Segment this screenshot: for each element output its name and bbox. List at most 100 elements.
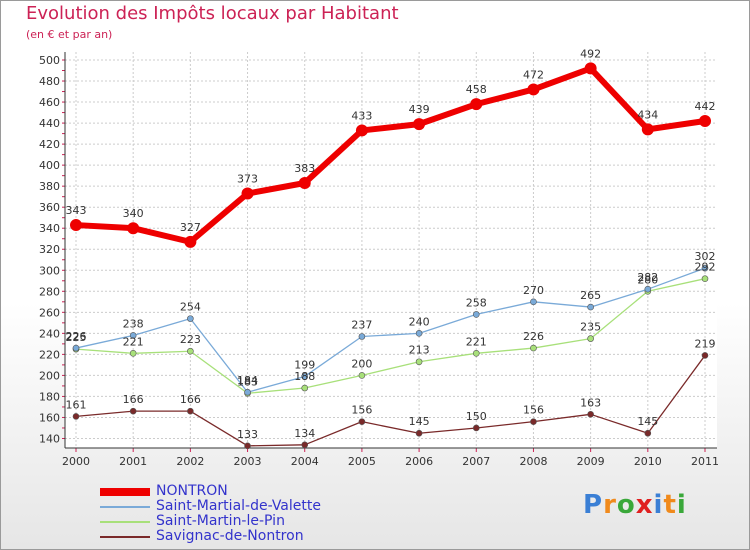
data-label-2: 183: [237, 375, 258, 388]
data-point-0: [699, 114, 711, 127]
y-tick-label: 480: [39, 75, 60, 88]
series-line-2: [75, 278, 706, 394]
data-label-1: 254: [180, 301, 201, 314]
x-tick-label: 2009: [577, 455, 605, 468]
data-label-1: 199: [294, 358, 315, 371]
data-label-0: 327: [180, 221, 201, 234]
y-tick-label: 400: [39, 159, 60, 172]
data-point-2: [701, 275, 709, 282]
logo-letter: x: [635, 490, 654, 520]
data-label-1: 226: [66, 330, 87, 343]
data-label-0: 472: [523, 68, 544, 81]
data-label-0: 433: [351, 109, 372, 122]
series-lines: [70, 62, 711, 450]
data-label-3: 133: [237, 428, 258, 441]
data-point-0: [527, 83, 540, 96]
y-tick-label: 180: [39, 390, 60, 403]
y-tick-label: 160: [39, 411, 60, 424]
y-tick-label: 380: [39, 180, 60, 193]
data-point-2: [472, 350, 480, 357]
data-label-1: 238: [123, 317, 144, 330]
data-point-0: [470, 98, 483, 111]
y-tick-label: 340: [39, 222, 60, 235]
x-tick-label: 2006: [405, 455, 433, 468]
chart-title: Evolution des Impôts locaux par Habitant: [26, 3, 399, 24]
data-point-3: [72, 413, 80, 420]
y-tick-label: 460: [39, 96, 60, 109]
y-tick-label: 300: [39, 264, 60, 277]
data-point-2: [358, 372, 366, 379]
data-point-0: [241, 187, 254, 200]
legend-label: NONTRON: [156, 483, 228, 499]
x-tick-label: 2011: [691, 455, 719, 468]
y-tick-label: 440: [39, 117, 60, 130]
data-point-1: [415, 330, 423, 337]
logo-letter: i: [653, 490, 664, 520]
legend-label: Savignac-de-Nontron: [156, 528, 304, 544]
data-label-3: 219: [695, 337, 716, 350]
data-point-0: [184, 235, 197, 248]
x-tick-label: 2008: [519, 455, 547, 468]
data-label-0: 340: [123, 207, 144, 220]
legend-swatch: [100, 520, 150, 523]
y-tick-label: 320: [39, 243, 60, 256]
data-point-3: [415, 429, 423, 437]
data-point-2: [587, 335, 594, 342]
legend-item: NONTRON: [100, 484, 321, 499]
legend-label: Saint-Martin-le-Pin: [156, 513, 285, 529]
data-label-2: 200: [351, 357, 372, 370]
data-point-1: [72, 344, 80, 352]
x-tick-label: 2010: [634, 455, 662, 468]
data-point-2: [187, 347, 194, 355]
data-point-1: [187, 315, 194, 322]
legend-item: Savignac-de-Nontron: [100, 529, 321, 544]
data-label-3: 145: [637, 415, 658, 428]
y-tick-label: 260: [39, 306, 60, 319]
data-label-3: 145: [409, 415, 430, 428]
data-label-1: 184: [237, 374, 258, 387]
data-label-2: 225: [66, 331, 87, 344]
legend-swatch: [100, 535, 150, 538]
y-tick-label: 220: [39, 348, 60, 361]
logo-letter: t: [663, 490, 677, 520]
series-line-3: [75, 355, 706, 447]
logo-letter: r: [603, 490, 617, 520]
data-label-3: 156: [351, 404, 372, 417]
data-label-0: 343: [66, 204, 87, 217]
data-label-0: 373: [237, 173, 258, 186]
data-point-0: [641, 123, 654, 136]
data-label-3: 163: [580, 396, 601, 409]
data-label-3: 166: [123, 393, 144, 406]
data-label-0: 434: [637, 108, 658, 121]
data-point-3: [587, 411, 594, 418]
data-point-3: [530, 418, 537, 425]
plot-area: [65, 52, 717, 448]
legend-item: Saint-Martial-de-Valette: [100, 499, 321, 514]
grid: [65, 52, 717, 448]
x-tick-label: 2007: [462, 455, 490, 468]
data-point-2: [530, 344, 537, 352]
y-tick-label: 240: [39, 327, 60, 340]
data-label-2: 280: [637, 273, 658, 286]
legend-swatch: [100, 487, 150, 496]
x-tick-label: 2004: [291, 455, 319, 468]
chart-subtitle: (en € et par an): [26, 28, 113, 41]
data-label-2: 223: [180, 333, 201, 346]
data-point-3: [644, 429, 652, 437]
proxiti-logo: Proxiti: [583, 490, 687, 520]
y-tick-label: 140: [39, 432, 60, 445]
data-point-0: [584, 62, 597, 75]
data-label-3: 134: [294, 427, 315, 440]
data-label-2: 235: [580, 321, 601, 334]
data-point-1: [701, 264, 709, 272]
data-label-1: 237: [351, 319, 372, 332]
y-tick-label: 200: [39, 369, 60, 382]
logo-letter: P: [583, 490, 604, 520]
series-line-0: [75, 65, 706, 245]
x-tick-label: 2001: [119, 455, 147, 468]
data-label-0: 383: [294, 162, 315, 175]
data-label-3: 161: [66, 398, 87, 411]
data-point-3: [244, 442, 251, 450]
axes: 140 160 180 200 220 240 260 280 300 320 340 360 380 4…: [39, 52, 719, 468]
